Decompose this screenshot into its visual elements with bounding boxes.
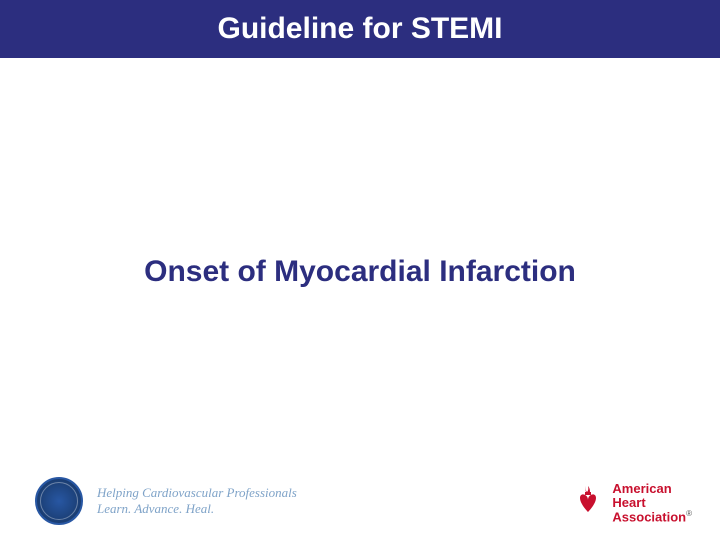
heart-torch-icon (572, 482, 604, 524)
page-title: Guideline for STEMI (217, 12, 502, 46)
acc-tagline-line2: Learn. Advance. Heal. (97, 501, 297, 517)
acc-seal-icon (35, 477, 83, 525)
aha-logo-section: American Heart Association® (572, 482, 692, 525)
section-heading: Onset of Myocardial Infarction (0, 255, 720, 289)
acc-logo-section: Helping Cardiovascular Professionals Lea… (35, 477, 297, 525)
title-bar: Guideline for STEMI (0, 0, 720, 58)
footer: Helping Cardiovascular Professionals Lea… (0, 465, 720, 525)
acc-tagline: Helping Cardiovascular Professionals Lea… (97, 485, 297, 518)
aha-line2: Heart (612, 496, 692, 510)
acc-tagline-line1: Helping Cardiovascular Professionals (97, 485, 297, 501)
aha-line3: Association® (612, 510, 692, 525)
aha-text: American Heart Association® (612, 482, 692, 525)
aha-line1: American (612, 482, 692, 496)
